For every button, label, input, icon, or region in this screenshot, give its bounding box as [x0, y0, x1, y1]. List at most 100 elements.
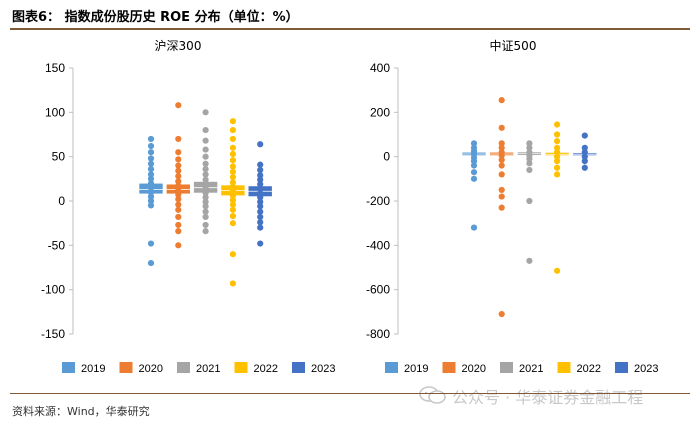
data-point	[175, 178, 182, 185]
data-point	[554, 121, 561, 128]
data-point	[202, 153, 209, 160]
y-tick-label: 150	[45, 61, 65, 75]
data-point	[498, 171, 505, 178]
source-note: 资料来源：Wind，华泰研究	[12, 405, 150, 418]
data-point	[554, 171, 561, 178]
data-point	[202, 213, 209, 221]
data-point	[147, 149, 155, 156]
chart-panel-2: 中证500 400 200 0 -200 -400 -600 -800 2019 2020 2021…	[366, 38, 659, 375]
data-point	[257, 194, 264, 201]
data-point	[202, 126, 209, 134]
data-point	[229, 280, 236, 287]
legend-swatch	[119, 362, 133, 373]
y-tick-label: -50	[48, 238, 66, 252]
data-point	[175, 201, 182, 208]
data-point	[202, 146, 209, 153]
data-point	[175, 221, 182, 229]
data-point	[554, 164, 561, 171]
data-point	[202, 160, 209, 167]
series-2023	[247, 141, 273, 247]
data-point	[202, 203, 209, 210]
legend: 2019 2020 2021 2022 2023	[62, 362, 335, 375]
data-point	[229, 144, 236, 151]
data-point	[175, 156, 182, 163]
y-tick-label: -800	[366, 327, 390, 341]
data-point	[526, 197, 533, 205]
data-point	[202, 165, 209, 173]
legend-label: 2023	[311, 363, 335, 375]
legend-item-2020: 2020	[442, 362, 486, 375]
chart-title: 中证500	[490, 38, 537, 53]
data-point	[175, 167, 182, 174]
data-point	[229, 188, 236, 195]
data-point	[175, 196, 182, 203]
legend-label: 2020	[139, 363, 163, 375]
y-tick-label: 0	[383, 150, 390, 164]
data-point	[147, 193, 155, 200]
data-point	[147, 171, 155, 178]
data-point	[257, 166, 264, 174]
data-point	[229, 150, 236, 158]
y-tick-label: 200	[370, 105, 390, 119]
data-point	[147, 180, 155, 187]
legend-item-2022: 2022	[234, 362, 278, 375]
data-point	[202, 198, 209, 205]
data-point	[257, 240, 264, 247]
data-point	[229, 251, 236, 258]
data-point	[498, 186, 505, 194]
y-tick-label: 0	[58, 194, 65, 208]
data-point	[229, 206, 236, 213]
legend-swatch	[500, 362, 513, 373]
data-point	[554, 267, 561, 274]
legend-swatch	[385, 362, 398, 373]
series-2019	[461, 140, 487, 231]
data-point	[147, 240, 155, 247]
y-tick-label: -600	[366, 283, 390, 297]
data-point	[147, 259, 155, 267]
data-point	[470, 175, 478, 182]
y-tick-label: -200	[366, 194, 390, 208]
data-point	[498, 310, 505, 318]
data-point	[229, 163, 236, 170]
legend-item-2021: 2021	[500, 362, 543, 375]
legend-swatch	[615, 362, 628, 373]
data-point	[257, 141, 264, 148]
data-point	[175, 149, 182, 156]
data-point	[229, 168, 236, 175]
data-point	[470, 158, 478, 165]
y-tick-label: -400	[366, 238, 390, 252]
series-2021	[193, 109, 218, 235]
data-point	[175, 173, 182, 180]
data-point	[229, 197, 236, 204]
y-tick-label: 100	[45, 105, 65, 119]
data-point	[498, 97, 505, 104]
legend-label: 2019	[81, 363, 105, 375]
data-point	[581, 132, 588, 139]
watermark-text: 公众号 · 华泰证券金融工程	[452, 388, 644, 407]
data-point	[147, 135, 155, 143]
data-point	[175, 228, 182, 235]
legend-label: 2021	[196, 363, 220, 375]
legend-item-2022: 2022	[557, 362, 601, 375]
data-point	[257, 224, 264, 231]
data-point	[257, 176, 264, 183]
footer-divider	[10, 393, 690, 394]
data-point	[581, 149, 588, 156]
figure-title-bar: 图表6： 指数成份股历史 ROE 分布（单位：%）	[12, 4, 688, 28]
data-point	[229, 212, 236, 220]
data-point	[470, 162, 478, 169]
data-point	[175, 206, 182, 213]
data-point	[147, 175, 155, 182]
legend-item-2023: 2023	[292, 362, 335, 375]
data-point	[526, 166, 533, 174]
data-point	[202, 176, 209, 183]
data-point	[257, 181, 264, 188]
data-point	[554, 158, 561, 165]
legend-label: 2023	[634, 363, 658, 375]
series-2021	[517, 140, 542, 264]
legend-label: 2021	[519, 363, 543, 375]
series-2020	[489, 97, 515, 318]
legend-item-2023: 2023	[615, 362, 658, 375]
data-point	[147, 189, 155, 196]
data-point	[147, 197, 155, 205]
